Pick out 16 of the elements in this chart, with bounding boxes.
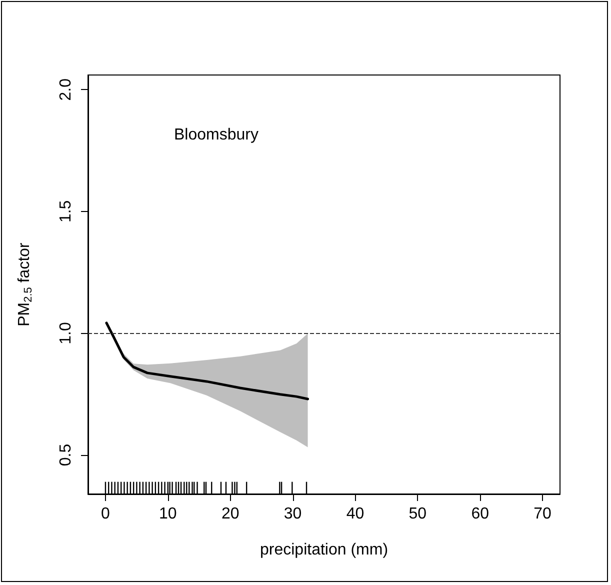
annotation: Bloomsbury xyxy=(174,126,258,144)
x-tick-label: 60 xyxy=(471,506,490,522)
y-tick-label: 2.0 xyxy=(58,78,74,101)
x-tick-label: 50 xyxy=(408,506,427,522)
y-axis-title: PM2.5 factor xyxy=(16,242,34,326)
x-tick-label: 40 xyxy=(346,506,364,522)
line-series xyxy=(105,322,310,400)
x-tick-label: 70 xyxy=(534,506,552,522)
y-tick-label: 0.5 xyxy=(58,444,74,466)
x-tick-label: 20 xyxy=(221,506,240,522)
x-axis-title: precipitation (mm) xyxy=(260,542,388,558)
x-tick-label: 10 xyxy=(159,506,177,522)
y-tick-label: 1.5 xyxy=(58,200,74,223)
x-tick-label: 0 xyxy=(101,506,110,522)
y-tick-label: 1.0 xyxy=(58,322,74,344)
x-tick-label: 30 xyxy=(284,506,302,522)
